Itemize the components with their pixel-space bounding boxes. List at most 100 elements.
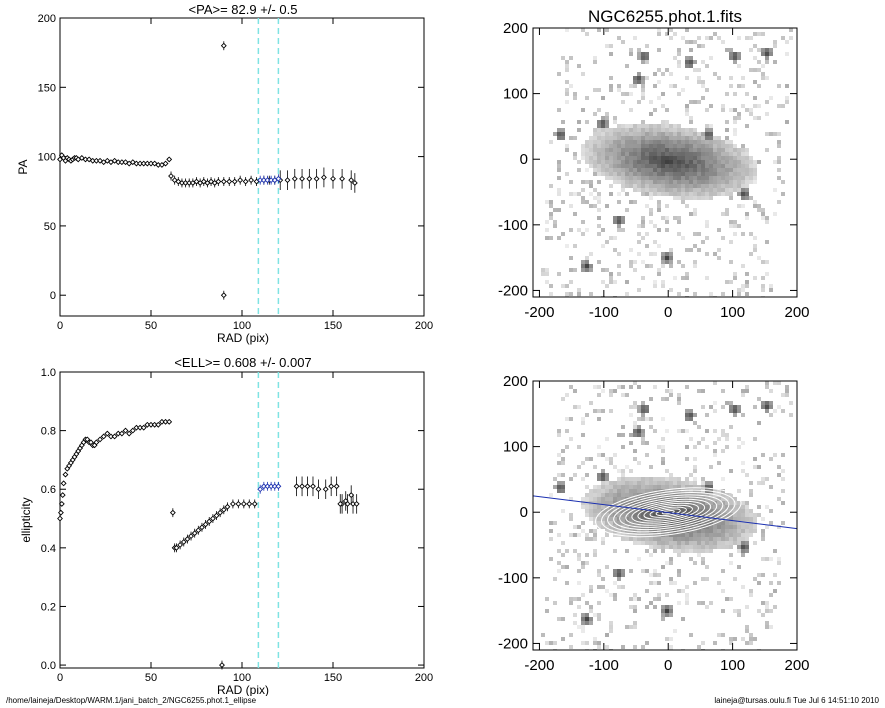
pa-data-point [284,170,291,191]
fit-ellipse [601,489,736,535]
ell-y-tick-label: 0.6 [41,484,56,496]
pa-data-point [175,177,182,187]
ell-plot-frame [59,371,425,669]
pa-y-tick-label: 200 [38,13,56,25]
image-y-tick-label: -100 [498,570,528,587]
pa-data-point [162,160,169,167]
ell-data-point [73,451,80,457]
pa-x-axis-label: RAD (pix) [217,331,269,345]
ell-data-point [333,476,340,497]
pa-x-tick-label: 150 [324,320,342,332]
image-y-tick-label: 100 [503,86,528,103]
pa-data-point [237,175,244,185]
pa-data-point [291,168,298,189]
ell-x-tick-label: 150 [324,672,342,684]
pa-y-tick-label: 150 [38,82,56,94]
ell-data-point [100,433,107,440]
ell-panel-title: <ELL>= 0.608 +/- 0.007 [174,355,311,370]
ell-data-point [293,476,300,497]
ell-data-point [275,481,282,491]
ell-data-point [58,500,65,507]
pa-data-point [58,152,65,159]
ell-data-point [322,479,329,499]
image-x-tick-label: -200 [524,657,554,674]
ell-data-point [299,476,305,497]
ellipticity-profile-panel: <ELL>= 0.608 +/- 0.007 0 50 100 150 200 0.0 0.… [19,355,433,696]
image-y-tick-label: -100 [498,217,528,234]
pa-data-point [320,167,327,188]
image-y-tick-label: -200 [498,282,528,299]
pa-data-point [211,178,218,188]
fit-ellipse [625,498,712,526]
ellipse-fit-image-pixels [541,381,793,650]
pa-plot-frame [59,17,425,317]
ell-y-tick-label: 0.4 [41,543,56,555]
ellipse-image-axis-ticks: -200 -100 0 100 200 -200 -100 0 100 200 [498,373,810,674]
pa-data-point [220,290,227,300]
pa-window-lines [257,18,280,316]
pa-x-tick-label: 100 [233,320,251,332]
ell-window-lines [257,372,280,668]
pa-data-point [306,168,313,189]
image-axis-ticks: -200 -100 0 100 200 -200 -100 0 100 200 [498,20,810,321]
fit-ellipse [637,502,700,522]
image-y-tick-label: 0 [520,151,528,168]
ell-data-point [180,537,187,547]
footer-file-path: /home/laineja/Desktop/WARM.1/jani_batch_… [6,696,257,705]
ell-data-point [191,528,198,538]
fit-ellipse [649,506,687,518]
footer-user-timestamp: laineja@tursas.oulu.fi Tue Jul 6 14:51:1… [714,696,879,705]
ell-x-tick-label: 100 [233,672,251,684]
pa-data-point [215,177,222,187]
ell-x-tick-label: 50 [145,672,157,684]
ell-data-point [337,494,344,514]
ell-data-point [342,491,349,511]
ell-data-point [71,454,78,460]
pa-y-tick-label: 100 [38,152,56,164]
ell-data-point [62,471,69,478]
ell-data-point [84,436,91,443]
ell-data-point [177,540,184,550]
ell-data-point [93,439,100,446]
ell-data-point [219,660,225,670]
pa-data-point [204,178,211,188]
image-y-tick-label: -200 [498,635,528,652]
pa-x-tick-label: 50 [145,320,157,332]
pa-data-point [200,177,207,187]
pa-y-tick-label: 0 [50,290,56,302]
pa-data-point [330,168,336,189]
galaxy-image-panel: NGC6255.phot.1.fits -200 -100 0 100 200-200-… [498,7,810,321]
image-y-tick-label: 200 [503,20,528,37]
ell-data-point [202,519,209,529]
pa-panel-title: <PA>= 82.9 +/- 0.5 [189,2,298,17]
ell-axis-ticks: 0 50 100 150 200 0.0 0.2 0.4 0.6 0.8 1.0 [41,367,433,684]
pa-x-tick-label: 200 [415,320,433,332]
pa-data-point [275,174,282,184]
pa-data-point [189,178,196,188]
ell-data-point [310,476,316,497]
ell-data-point [60,480,67,487]
major-axis-line [533,495,797,530]
fit-ellipse [661,510,675,515]
image-x-tick-label: -100 [589,304,619,321]
ell-data-point [328,476,335,497]
ell-data-point [217,508,224,518]
ell-data-point [246,499,253,509]
pa-data-point [226,177,233,187]
pa-data-point [299,168,305,189]
ell-x-tick-label: 0 [57,672,63,684]
pa-profile-panel: <PA>= 82.9 +/- 0.5 0 50 100 150 200 0 50 100 150… [16,2,433,345]
ell-data-point [91,442,98,449]
fit-ellipse [643,504,693,520]
ell-data-point [57,515,63,522]
image-x-tick-label: -200 [524,304,554,321]
pa-data-point [197,178,204,188]
ell-y-tick-label: 1.0 [41,367,56,379]
image-y-tick-label: 200 [503,373,528,390]
ell-data-point [126,430,133,437]
image-y-tick-label: 0 [520,504,528,521]
image-x-tick-label: 100 [720,657,745,674]
image-x-tick-label: 200 [784,304,809,321]
ellipse-image-frame [532,380,798,651]
